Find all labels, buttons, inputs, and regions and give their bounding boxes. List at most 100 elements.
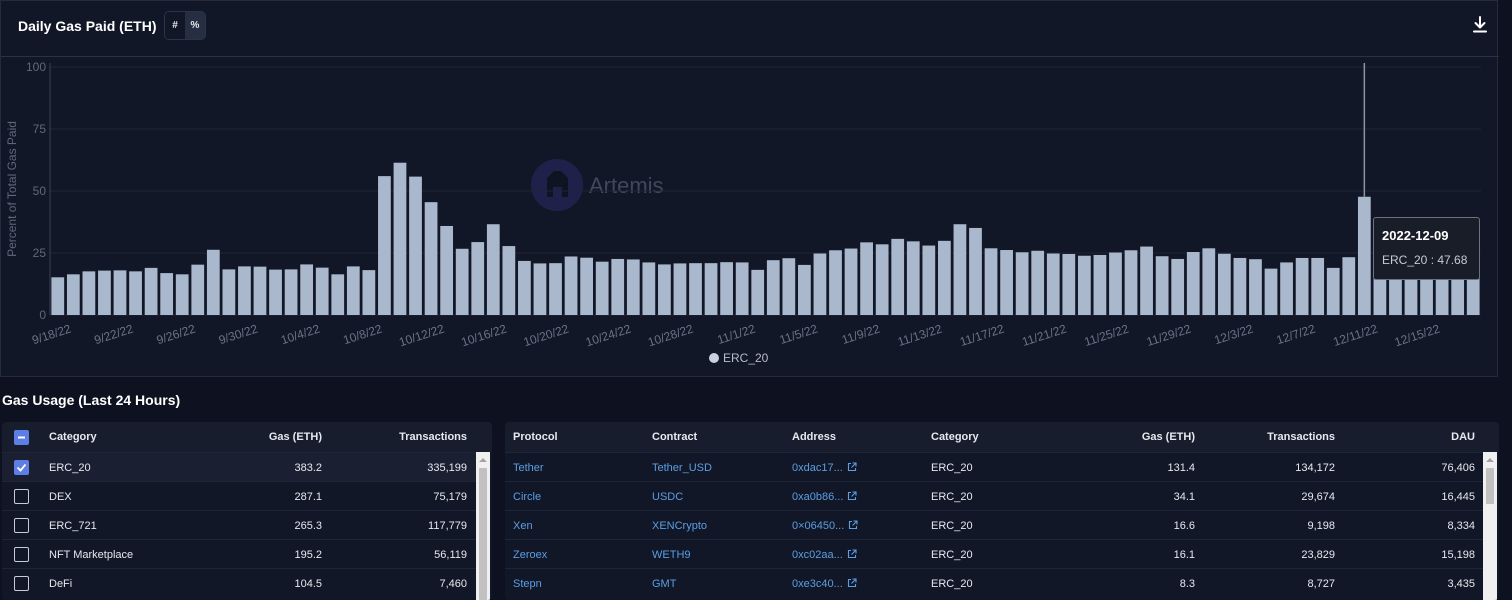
bar[interactable] [906, 241, 920, 315]
bar[interactable] [891, 238, 905, 315]
bar[interactable] [1062, 253, 1076, 315]
protocol-link[interactable]: Zeroex [513, 549, 548, 561]
scrollbar[interactable] [476, 452, 490, 600]
bar[interactable] [300, 264, 314, 315]
bar[interactable] [564, 256, 578, 315]
protocol-link[interactable]: Circle [513, 491, 542, 503]
scrollbar-thumb[interactable] [1486, 468, 1494, 504]
bar[interactable] [1326, 267, 1340, 315]
bar[interactable] [346, 266, 360, 315]
bar[interactable] [1357, 196, 1371, 315]
bar[interactable] [1077, 255, 1091, 315]
bar[interactable] [1124, 250, 1138, 315]
row-checkbox[interactable] [14, 518, 29, 533]
table-row[interactable]: NFT Marketplace 195.2 56,119 [2, 539, 476, 568]
bar[interactable] [844, 248, 858, 315]
table-row[interactable]: ERC_20 383.2 335,199 [2, 452, 476, 481]
bar[interactable] [1342, 257, 1356, 315]
bar[interactable] [766, 260, 780, 315]
contract-link[interactable]: WETH9 [652, 549, 691, 561]
bar[interactable] [922, 245, 936, 315]
column-header-category[interactable]: Category [49, 431, 97, 443]
bar[interactable] [253, 266, 267, 315]
protocol-link[interactable]: Tether [513, 462, 544, 474]
row-checkbox[interactable] [14, 489, 29, 504]
bar[interactable] [269, 269, 282, 315]
bar[interactable] [1015, 252, 1029, 315]
bar[interactable] [1000, 250, 1013, 315]
bar[interactable] [626, 259, 640, 315]
bar[interactable] [860, 242, 873, 315]
bar[interactable] [1186, 252, 1200, 315]
bar[interactable] [829, 250, 842, 315]
bar[interactable] [1295, 257, 1309, 315]
bar[interactable] [735, 262, 749, 315]
protocol-link[interactable]: Stepn [513, 578, 542, 590]
scrollbar-thumb[interactable] [479, 468, 487, 600]
bar[interactable] [673, 263, 687, 315]
bar[interactable] [658, 264, 671, 315]
bar[interactable] [284, 269, 298, 315]
table-row[interactable]: DEX 287.1 75,179 [2, 481, 476, 510]
bar[interactable] [1249, 259, 1262, 315]
bar[interactable] [1311, 257, 1325, 315]
bar[interactable] [66, 274, 80, 315]
bar[interactable] [875, 244, 889, 315]
external-link-icon[interactable] [843, 578, 857, 590]
select-all-checkbox[interactable] [14, 430, 29, 445]
bar[interactable] [362, 270, 376, 315]
bar[interactable] [937, 240, 951, 315]
bar[interactable] [1202, 248, 1216, 315]
bar[interactable] [518, 260, 531, 315]
bar[interactable] [1031, 250, 1045, 315]
bar[interactable] [611, 258, 625, 315]
bar[interactable] [720, 262, 733, 315]
bar[interactable] [82, 271, 96, 315]
bar[interactable] [1155, 256, 1169, 315]
bar[interactable] [315, 267, 329, 315]
column-header-category[interactable]: Category [931, 431, 979, 443]
bar[interactable] [953, 224, 967, 315]
bar[interactable] [1264, 268, 1278, 315]
bar[interactable] [1280, 262, 1293, 315]
bar[interactable] [471, 242, 485, 315]
bar[interactable] [1093, 254, 1107, 315]
bar[interactable] [969, 227, 982, 315]
address-link[interactable]: 0xa0b86... [792, 491, 857, 503]
contract-link[interactable]: GMT [652, 578, 677, 590]
bar[interactable] [1109, 252, 1122, 315]
legend[interactable]: ERC_20 [709, 351, 769, 365]
bar[interactable] [751, 269, 765, 315]
column-header-protocol[interactable]: Protocol [513, 431, 558, 443]
count-toggle-button[interactable]: # [165, 12, 185, 39]
row-checkbox[interactable] [14, 460, 29, 475]
bar[interactable] [409, 176, 422, 315]
protocol-link[interactable]: Xen [513, 520, 533, 532]
bar[interactable] [533, 263, 547, 315]
external-link-icon[interactable] [843, 491, 857, 503]
external-link-icon[interactable] [843, 549, 857, 561]
table-row[interactable]: DeFi 104.5 7,460 [2, 568, 476, 597]
bar[interactable] [1046, 253, 1060, 315]
contract-link[interactable]: XENCrypto [652, 520, 708, 532]
bar[interactable] [424, 202, 438, 315]
address-link[interactable]: 0xc02aa... [792, 549, 857, 561]
bar[interactable] [378, 176, 391, 315]
row-checkbox[interactable] [14, 547, 29, 562]
bar[interactable] [486, 224, 500, 315]
bar[interactable] [144, 267, 158, 315]
column-header-contract[interactable]: Contract [652, 431, 698, 443]
external-link-icon[interactable] [843, 462, 857, 474]
bar[interactable] [689, 263, 702, 315]
bar[interactable] [455, 248, 469, 315]
bar[interactable] [160, 273, 174, 315]
bar[interactable] [331, 274, 345, 315]
bar[interactable] [175, 274, 189, 315]
bar[interactable] [1233, 257, 1247, 315]
download-icon[interactable] [1469, 14, 1491, 36]
bar[interactable] [502, 246, 516, 315]
bar[interactable] [642, 262, 656, 315]
column-header-transactions[interactable]: Transactions [399, 431, 467, 443]
bar[interactable] [113, 270, 127, 315]
contract-link[interactable]: USDC [652, 491, 684, 503]
